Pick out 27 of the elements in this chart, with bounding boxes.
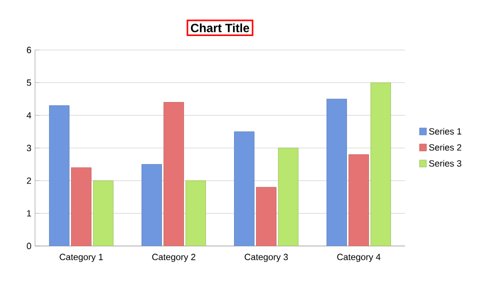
bar bbox=[348, 154, 369, 246]
x-tick-label: Category 2 bbox=[152, 254, 196, 262]
y-tick-label: 1 bbox=[27, 210, 32, 216]
bar bbox=[71, 167, 92, 246]
x-tick-label: Category 1 bbox=[60, 254, 103, 262]
bar bbox=[164, 102, 184, 246]
x-tick-label: Category 3 bbox=[244, 254, 288, 262]
bar bbox=[234, 131, 254, 246]
bar bbox=[49, 105, 70, 246]
y-tick-label: 0 bbox=[26, 242, 32, 250]
bar bbox=[142, 164, 162, 246]
x-tick-label: Category 4 bbox=[337, 254, 380, 262]
bar bbox=[370, 82, 391, 246]
chart-title: Chart Title bbox=[190, 23, 250, 32]
bar bbox=[256, 186, 276, 246]
y-tick-label: 6 bbox=[26, 46, 32, 54]
bar bbox=[326, 98, 347, 246]
bar bbox=[93, 180, 114, 246]
legend-label: Series 2 bbox=[429, 144, 462, 151]
y-tick-label: 5 bbox=[26, 80, 32, 86]
legend-label: Series 3 bbox=[429, 160, 462, 167]
y-tick-label: 2 bbox=[26, 178, 32, 184]
bar bbox=[278, 148, 298, 246]
y-tick-label: 3 bbox=[26, 144, 32, 152]
y-tick-label: 4 bbox=[26, 112, 32, 118]
legend-label: Series 1 bbox=[429, 128, 462, 135]
bar bbox=[186, 180, 206, 246]
